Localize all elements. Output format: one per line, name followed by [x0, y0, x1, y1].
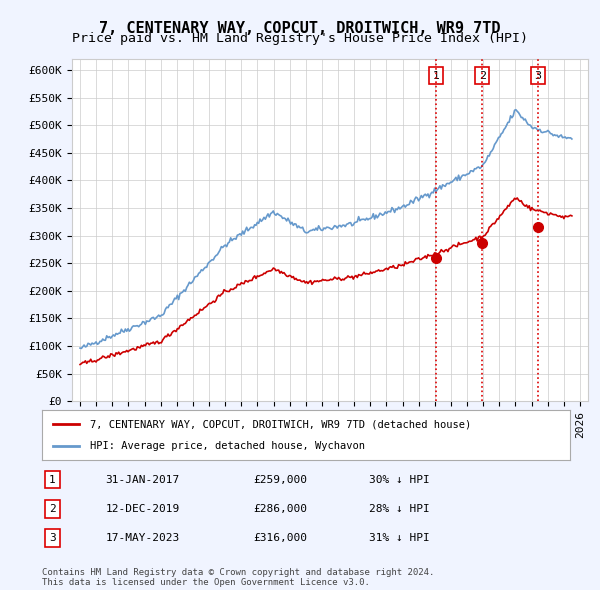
Text: 3: 3	[534, 71, 541, 81]
Text: 12-DEC-2019: 12-DEC-2019	[106, 504, 179, 514]
Text: 31-JAN-2017: 31-JAN-2017	[106, 474, 179, 484]
Text: £286,000: £286,000	[253, 504, 307, 514]
Text: 7, CENTENARY WAY, COPCUT, DROITWICH, WR9 7TD (detached house): 7, CENTENARY WAY, COPCUT, DROITWICH, WR9…	[89, 419, 471, 429]
Text: £259,000: £259,000	[253, 474, 307, 484]
Text: 3: 3	[49, 533, 56, 543]
Text: 1: 1	[49, 474, 56, 484]
Text: Price paid vs. HM Land Registry's House Price Index (HPI): Price paid vs. HM Land Registry's House …	[72, 32, 528, 45]
Text: 31% ↓ HPI: 31% ↓ HPI	[370, 533, 430, 543]
Text: HPI: Average price, detached house, Wychavon: HPI: Average price, detached house, Wych…	[89, 441, 365, 451]
Text: 2: 2	[49, 504, 56, 514]
Text: Contains HM Land Registry data © Crown copyright and database right 2024.
This d: Contains HM Land Registry data © Crown c…	[42, 568, 434, 587]
Text: 28% ↓ HPI: 28% ↓ HPI	[370, 504, 430, 514]
Text: 30% ↓ HPI: 30% ↓ HPI	[370, 474, 430, 484]
Text: 17-MAY-2023: 17-MAY-2023	[106, 533, 179, 543]
Text: 7, CENTENARY WAY, COPCUT, DROITWICH, WR9 7TD: 7, CENTENARY WAY, COPCUT, DROITWICH, WR9…	[99, 21, 501, 35]
Text: 1: 1	[433, 71, 440, 81]
Text: £316,000: £316,000	[253, 533, 307, 543]
Text: 2: 2	[479, 71, 486, 81]
